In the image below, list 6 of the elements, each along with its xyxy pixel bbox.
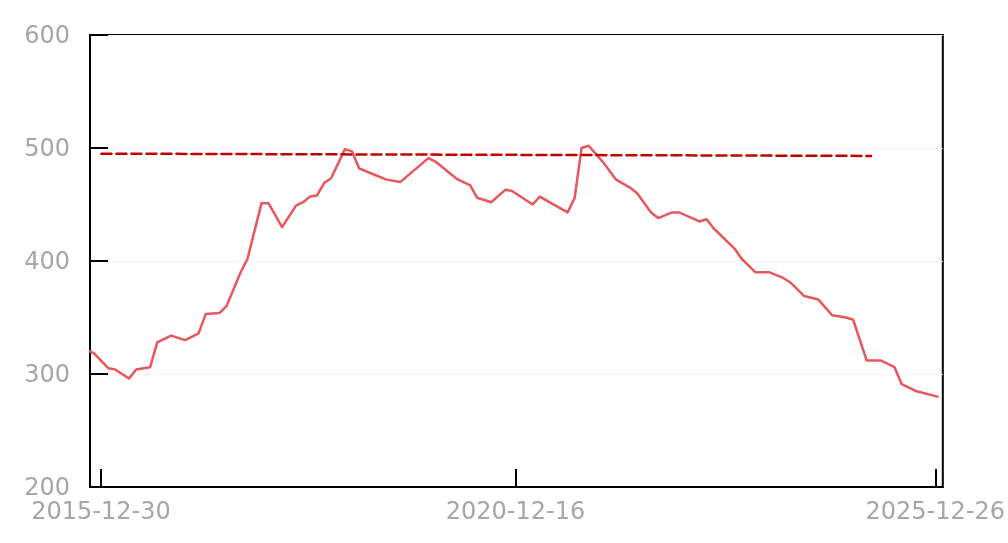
- y-tick-label: 400: [24, 247, 70, 275]
- y-tick-label: 300: [24, 360, 70, 388]
- y-tick-label: 500: [24, 134, 70, 162]
- y-tick-label: 600: [24, 21, 70, 49]
- x-tick-label: 2025-12-26: [865, 497, 1005, 525]
- x-tick-label: 2020-12-16: [445, 497, 586, 525]
